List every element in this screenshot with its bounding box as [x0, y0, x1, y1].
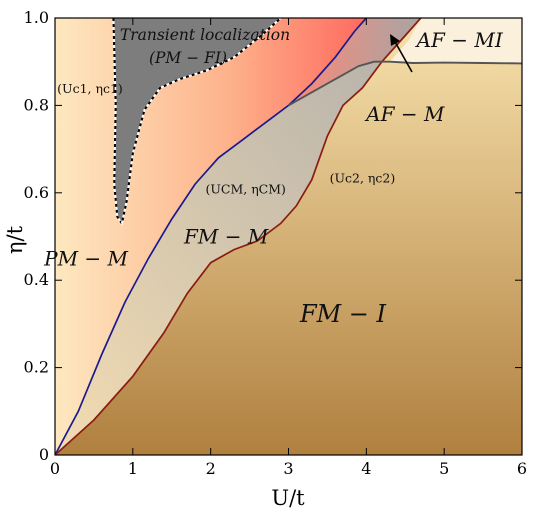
y-axis-title: η/t: [3, 225, 27, 254]
x-tick-label: 0: [50, 459, 60, 478]
fm-m-region: [55, 61, 390, 455]
y-tick-label: 0.8: [24, 95, 49, 114]
annotation-uc2: (Uc2, ηc2): [330, 171, 396, 186]
af-m-arrow: [390, 34, 413, 73]
x-tick-label: 1: [128, 459, 138, 478]
annotation-ucm: (UCM, ηCM): [205, 181, 285, 196]
y-tick-label: 0: [39, 445, 49, 464]
af-boundary-line: [288, 60, 522, 107]
transient-label-line1: Transient localization: [120, 26, 290, 44]
x-axis-title: U/t: [271, 486, 305, 510]
y-tick-label: 1.0: [24, 8, 49, 27]
x-tick-label: 5: [439, 459, 449, 478]
af-m-region: [288, 18, 421, 106]
x-tick-label: 4: [361, 459, 371, 478]
annotation-uc1: (Uc1, ηc1): [57, 81, 123, 96]
x-tick-label: 2: [206, 459, 216, 478]
region-label-fm-m: FM − M: [183, 225, 269, 249]
x-tick-label: 6: [517, 459, 527, 478]
af-mi-region: [389, 18, 522, 64]
y-tick-label: 0.6: [24, 183, 49, 202]
fm-i-boundary-line: [55, 18, 422, 455]
fm-m-boundary-line: [55, 18, 367, 455]
axes: 0 1 2 3 4 5 6 0 0.2 0.4 0.6 0.8 1.0: [24, 8, 528, 478]
transient-label-line2: (PM − FI): [149, 49, 227, 67]
region-label-fm-i: FM − I: [299, 300, 387, 328]
y-tick-label: 0.4: [24, 270, 49, 289]
x-tick-label: 3: [283, 459, 293, 478]
region-label-af-m: AF − M: [364, 102, 445, 126]
region-label-pm-m: PM − M: [43, 246, 128, 270]
y-tick-label: 0.2: [24, 358, 49, 377]
transient-localization-region: [113, 18, 281, 224]
transient-boundary-highlight: [112, 18, 282, 226]
region-label-af-mi: AF − MI: [415, 28, 504, 52]
transient-boundary-line: [112, 18, 282, 226]
